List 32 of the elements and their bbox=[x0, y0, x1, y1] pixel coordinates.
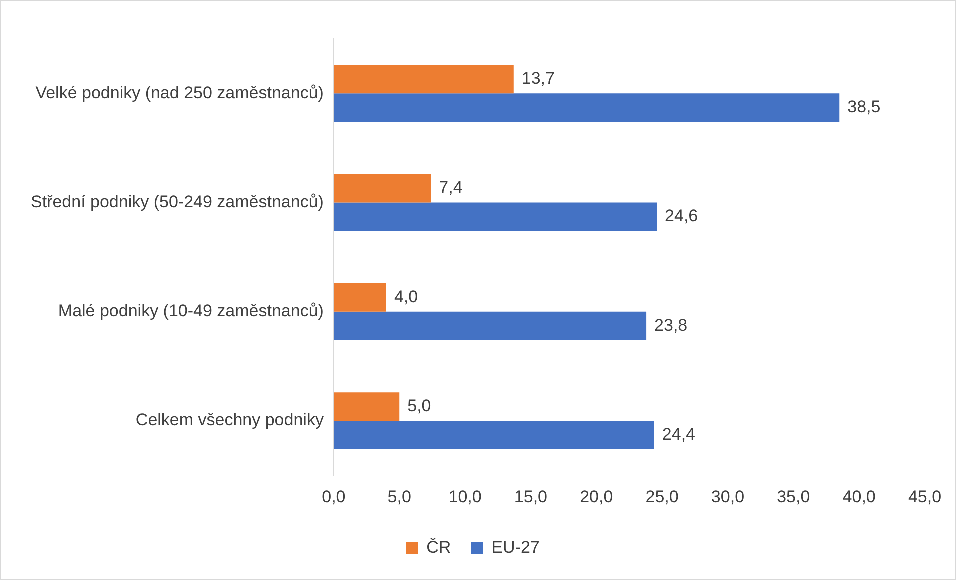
bar bbox=[334, 174, 432, 203]
legend-label: EU-27 bbox=[492, 538, 540, 558]
x-tick-label: 20,0 bbox=[580, 487, 614, 506]
y-tick-label: Malé podniky (10-49 zaměstnanců) bbox=[58, 302, 324, 321]
x-tick-label: 10,0 bbox=[448, 487, 482, 506]
bar bbox=[334, 202, 658, 232]
bar bbox=[334, 421, 654, 450]
y-tick-label: Velké podniky (nad 250 zaměstnanců) bbox=[36, 83, 324, 102]
data-label: 23,8 bbox=[654, 316, 688, 335]
bar bbox=[334, 392, 400, 422]
y-tick-label: Střední podniky (50-249 zaměstnanců) bbox=[30, 192, 324, 212]
x-tick-label: 35,0 bbox=[777, 487, 810, 506]
x-tick-label: 0,0 bbox=[322, 487, 346, 506]
x-tick-label: 5,0 bbox=[388, 487, 412, 506]
bar bbox=[334, 312, 647, 340]
bar bbox=[334, 94, 840, 122]
data-label: 24,4 bbox=[662, 424, 696, 444]
x-tick-label: 15,0 bbox=[514, 487, 548, 506]
data-label: 24,6 bbox=[665, 206, 698, 226]
data-label: 38,5 bbox=[848, 97, 881, 116]
bar bbox=[334, 65, 514, 94]
x-tick-label: 30,0 bbox=[711, 487, 745, 506]
x-tick-label: 25,0 bbox=[646, 487, 679, 506]
data-label: 5,0 bbox=[408, 396, 432, 416]
data-label: 4,0 bbox=[394, 287, 418, 306]
legend-label: ČR bbox=[426, 538, 452, 558]
x-tick-label: 45,0 bbox=[908, 487, 942, 506]
x-tick-label: 40,0 bbox=[842, 487, 876, 506]
data-label: 7,4 bbox=[439, 178, 463, 198]
data-label: 13,7 bbox=[522, 69, 555, 88]
bar bbox=[334, 283, 386, 312]
y-tick-label: Celkem všechny podniky bbox=[136, 410, 324, 430]
